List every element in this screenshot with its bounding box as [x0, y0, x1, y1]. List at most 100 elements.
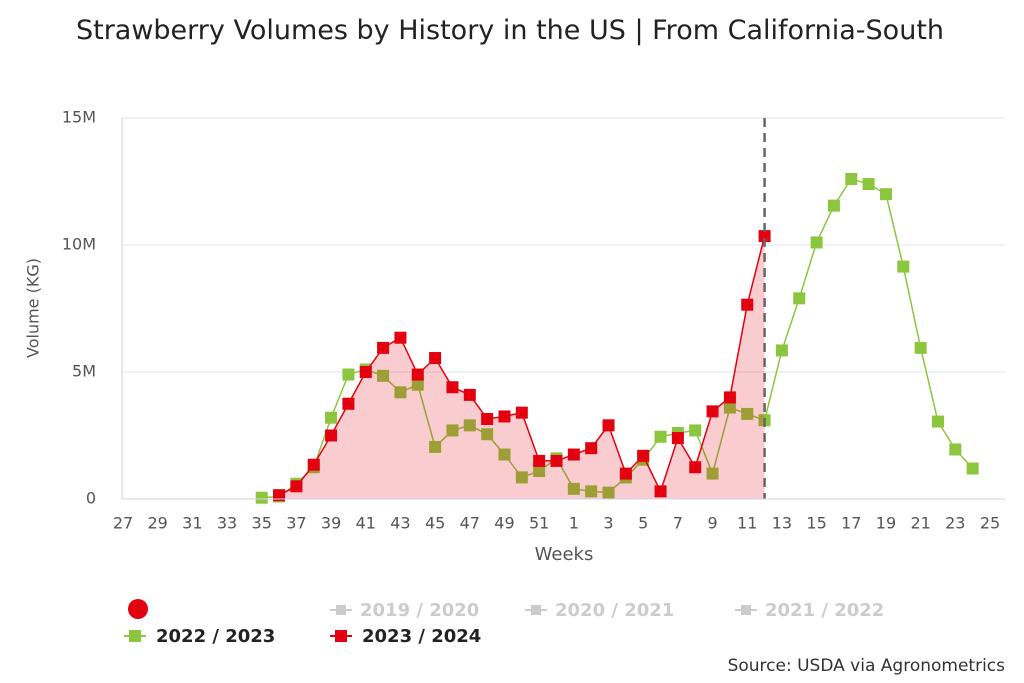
x-tick-label: 27 [113, 514, 133, 533]
marker [567, 482, 580, 495]
marker [862, 178, 875, 191]
marker [758, 230, 771, 243]
marker [775, 344, 788, 357]
chart-title: Strawberry Volumes by History in the US … [75, 15, 945, 46]
marker [498, 410, 511, 423]
legend-label[interactable]: 2019 / 2020 [360, 600, 479, 621]
marker [498, 448, 511, 461]
legend-marker [741, 605, 751, 615]
marker [793, 292, 806, 305]
x-tick-label: 45 [425, 514, 445, 533]
marker [827, 199, 840, 212]
marker [619, 467, 632, 480]
marker [897, 260, 910, 273]
marker [411, 368, 424, 381]
marker [515, 471, 528, 484]
x-tick-label: 39 [321, 514, 341, 533]
marker [706, 405, 719, 418]
marker [585, 442, 598, 455]
marker [394, 331, 407, 344]
legend-marker [336, 605, 346, 615]
marker [845, 172, 858, 185]
x-tick-label: 9 [707, 514, 717, 533]
marker [949, 443, 962, 456]
x-tick-label: 29 [148, 514, 168, 533]
area [279, 236, 765, 500]
x-tick-label: 25 [980, 514, 1000, 533]
x-tick-label: 3 [603, 514, 613, 533]
marker [446, 381, 459, 394]
marker [741, 407, 754, 420]
legend-label[interactable]: 2020 / 2021 [555, 600, 674, 621]
x-axis-label: Weeks [535, 544, 594, 565]
y-axis-label: Volume (KG) [24, 258, 43, 358]
x-tick-label: 35 [252, 514, 272, 533]
y-tick-label: 15M [62, 108, 96, 127]
marker [671, 432, 684, 445]
x-tick-label: 1 [569, 514, 579, 533]
marker [429, 440, 442, 453]
x-tick-label: 47 [460, 514, 480, 533]
x-tick-label: 41 [356, 514, 376, 533]
x-tick-label: 15 [806, 514, 826, 533]
legend-label[interactable]: 2021 / 2022 [765, 600, 884, 621]
marker [966, 462, 979, 475]
marker [723, 391, 736, 404]
marker [602, 486, 615, 499]
marker [741, 298, 754, 311]
marker [342, 397, 355, 410]
x-tick-label: 49 [494, 514, 514, 533]
legend-dot[interactable] [128, 599, 148, 619]
source: Source: USDA via Agronometrics [728, 656, 1006, 676]
marker [325, 411, 338, 424]
x-tick-label: 19 [876, 514, 896, 533]
marker [515, 406, 528, 419]
legend-label[interactable]: 2023 / 2024 [362, 626, 481, 647]
marker [654, 430, 667, 443]
x-tick-label: 11 [737, 514, 757, 533]
marker [481, 428, 494, 441]
marker [359, 366, 372, 378]
marker [255, 491, 268, 504]
y-tick-label: 0 [86, 489, 96, 508]
marker [533, 454, 546, 467]
marker [879, 188, 892, 201]
marker [585, 485, 598, 498]
marker [723, 401, 736, 414]
marker [567, 448, 580, 461]
x-tick-label: 7 [673, 514, 683, 533]
x-tick-label: 17 [841, 514, 861, 533]
marker [463, 419, 476, 432]
marker [637, 449, 650, 462]
marker [411, 378, 424, 391]
x-tick-label: 5 [638, 514, 648, 533]
marker [446, 424, 459, 437]
x-tick-label: 23 [945, 514, 965, 533]
marker [377, 341, 390, 354]
marker [307, 458, 320, 471]
marker [377, 369, 390, 382]
x-tick-label: 33 [217, 514, 237, 533]
marker [602, 419, 615, 432]
marker [931, 415, 944, 428]
marker [533, 465, 546, 478]
marker [429, 352, 442, 365]
marker [654, 485, 667, 498]
legend-label[interactable]: 2022 / 2023 [156, 626, 275, 647]
legend-marker [129, 630, 141, 642]
marker [689, 424, 702, 437]
marker [463, 388, 476, 401]
marker [290, 480, 303, 493]
marker [914, 341, 927, 354]
marker [394, 386, 407, 399]
marker [706, 467, 719, 480]
marker [273, 489, 286, 502]
marker [550, 454, 563, 467]
x-tick-label: 43 [390, 514, 410, 533]
legend-marker [335, 630, 347, 642]
y-tick-label: 10M [62, 235, 96, 254]
x-tick-label: 13 [772, 514, 792, 533]
x-tick-label: 31 [182, 514, 202, 533]
